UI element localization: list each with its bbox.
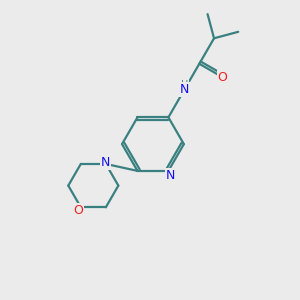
Text: N: N: [180, 83, 189, 96]
Text: O: O: [217, 70, 227, 83]
Text: O: O: [73, 204, 83, 217]
Text: N: N: [101, 156, 110, 169]
Text: N: N: [166, 169, 176, 182]
Text: H: H: [181, 80, 188, 90]
